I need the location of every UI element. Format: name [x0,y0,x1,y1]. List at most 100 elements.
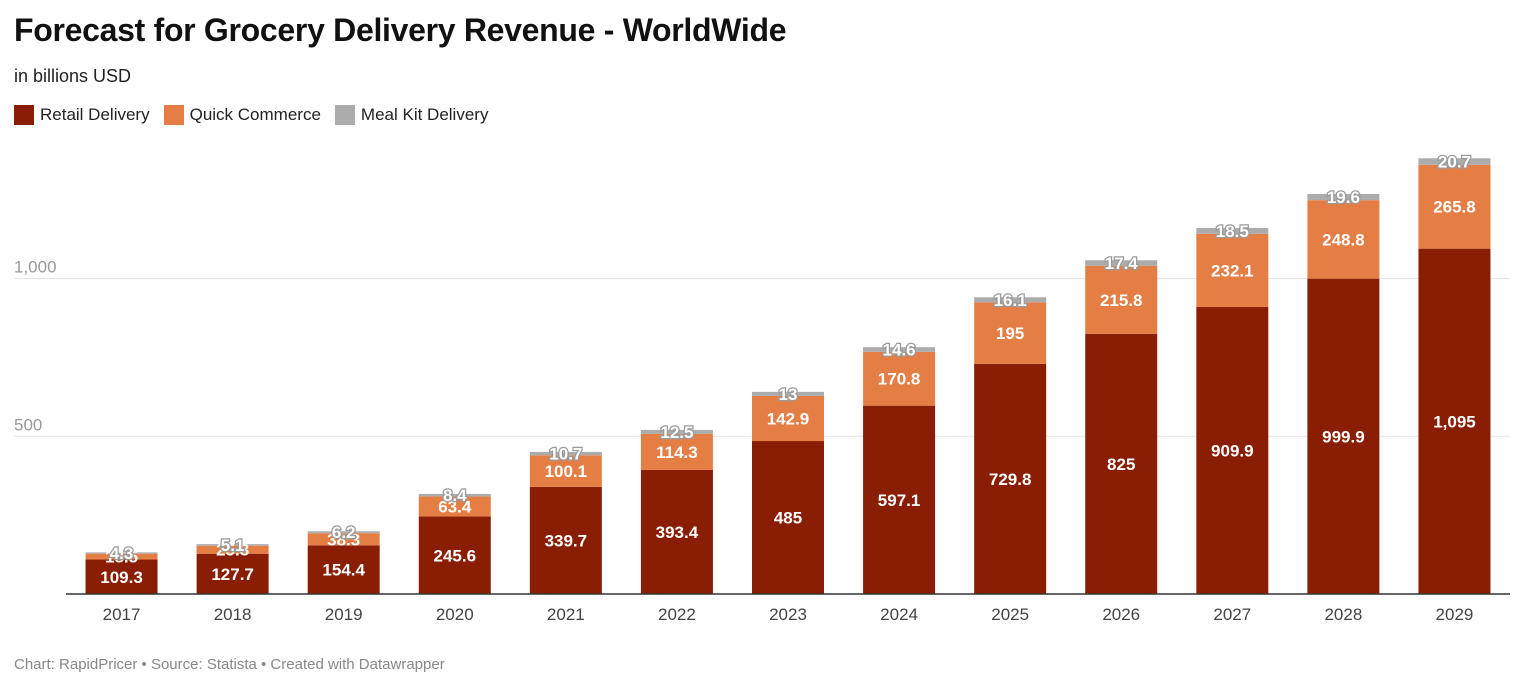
bar-quick-2023 [752,395,824,442]
data-label-meal-2027: 18.5 [1216,222,1249,241]
bar-meal-2018 [196,544,269,546]
legend-swatch-quick [163,105,184,125]
bar-quick-2017 [85,553,158,560]
legend-label-meal: Meal Kit Delivery [360,105,489,124]
legend-item-quick: Quick Commerce [163,105,321,125]
data-label-meal-2020: 8.4 [443,486,467,505]
x-tick-label-2026: 2026 [1102,605,1140,624]
data-label-retail-2021: 339.7 [545,531,588,550]
data-label-retail-2023: 485 [774,509,802,528]
bar-retail-2018 [196,553,269,594]
bar-meal-2023 [752,391,824,396]
legend-swatch-meal [334,105,355,125]
bar-retail-2019 [307,545,380,594]
bar-meal-2021 [529,451,602,456]
data-label-meal-2018: 5.1 [221,536,245,555]
data-label-quick-2020: 63.4 [438,498,472,517]
data-label-retail-2024: 597.1 [878,491,921,510]
data-label-quick-2026: 215.8 [1100,291,1143,310]
bar-quick-2025 [974,302,1047,364]
bar-retail-2017 [85,559,158,594]
legend-label-quick: Quick Commerce [189,105,321,124]
chart-legend: Retail Delivery Quick Commerce Meal Kit … [14,105,488,125]
chart-footer: Chart: RapidPricer • Source: Statista • … [14,656,445,673]
bar-meal-2020 [418,493,491,497]
bar-meal-2029 [1418,158,1491,165]
data-label-retail-2026: 825 [1107,455,1135,474]
data-label-quick-2019: 38.3 [327,530,360,549]
bar-meal-2025 [974,297,1047,303]
data-label-quick-2024: 170.8 [878,370,921,389]
bar-quick-2020 [418,496,491,517]
bar-quick-2028 [1307,200,1380,279]
y-tick-label-500: 500 [14,415,42,434]
bar-retail-2020 [418,516,491,594]
x-tick-label-2022: 2022 [658,605,696,624]
x-tick-label-2023: 2023 [769,605,807,624]
data-label-quick-2027: 232.1 [1211,261,1254,280]
data-label-retail-2017: 109.3 [100,568,143,587]
data-label-quick-2025: 195 [996,324,1024,343]
bar-quick-2027 [1196,233,1269,308]
x-tick-label-2017: 2017 [103,605,141,624]
bar-meal-2019 [307,531,380,534]
data-label-quick-2022: 114.3 [656,443,698,462]
data-label-quick-2021: 100.1 [545,462,588,481]
bar-meal-2026 [1085,260,1158,266]
data-label-quick-2023: 142.9 [767,409,810,428]
x-tick-label-2020: 2020 [436,605,474,624]
bar-retail-2021 [529,486,602,594]
data-label-quick-2028: 248.8 [1322,230,1365,249]
data-label-meal-2019: 6.2 [332,523,356,542]
bar-retail-2027 [1196,307,1269,594]
data-label-retail-2019: 154.4 [322,561,365,580]
data-label-retail-2018: 127.7 [211,565,254,584]
bar-retail-2028 [1307,278,1380,594]
x-tick-label-2029: 2029 [1436,605,1474,624]
bar-quick-2026 [1085,265,1158,334]
data-label-retail-2028: 999.9 [1322,427,1365,446]
data-label-retail-2020: 245.6 [433,546,476,565]
data-label-meal-2022: 12.5 [660,423,693,442]
data-label-retail-2025: 729.8 [989,470,1032,489]
y-tick-label-1000: 1,000 [14,258,57,277]
data-label-meal-2017: 4.3 [110,544,134,563]
bar-quick-2018 [196,545,269,554]
x-tick-label-2024: 2024 [880,605,918,624]
bar-retail-2025 [974,363,1047,594]
data-label-retail-2027: 909.9 [1211,442,1254,461]
data-label-meal-2029: 20.7 [1438,153,1471,172]
data-label-meal-2023: 13 [779,385,798,404]
chart-title: Forecast for Grocery Delivery Revenue - … [14,12,787,48]
bar-quick-2029 [1418,164,1491,249]
data-label-retail-2029: 1,095 [1433,412,1476,431]
data-label-retail-2022: 393.4 [656,523,699,542]
bar-meal-2022 [640,429,713,434]
bar-retail-2026 [1085,333,1158,594]
bar-meal-2017 [85,552,158,554]
x-tick-label-2025: 2025 [991,605,1029,624]
x-tick-label-2028: 2028 [1324,605,1362,624]
chart-subtitle: in billions USD [14,66,132,86]
x-tick-label-2027: 2027 [1213,605,1251,624]
bar-meal-2024 [863,347,936,352]
bar-retail-2023 [752,441,824,594]
x-tick-label-2021: 2021 [547,605,585,624]
data-label-quick-2017: 18.5 [105,548,138,567]
bar-quick-2024 [863,351,936,406]
bar-meal-2027 [1196,227,1269,234]
legend-swatch-retail [14,105,34,125]
bar-meal-2028 [1307,193,1380,201]
legend-item-meal: Meal Kit Delivery [334,105,489,125]
data-label-meal-2024: 14.6 [883,341,916,360]
bar-retail-2024 [863,405,936,594]
data-label-meal-2021: 10.7 [549,445,582,464]
data-label-quick-2029: 265.8 [1433,198,1476,217]
data-label-meal-2028: 19.6 [1327,188,1360,207]
data-label-quick-2018: 25.3 [216,541,249,560]
bar-retail-2029 [1418,248,1491,594]
bar-quick-2022 [640,433,713,470]
bar-quick-2021 [529,455,602,487]
legend-item-retail: Retail Delivery [14,105,150,125]
